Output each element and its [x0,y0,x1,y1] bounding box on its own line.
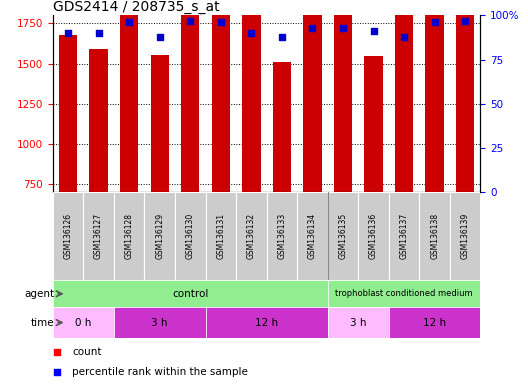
Bar [212,0,230,192]
Bar [273,62,291,192]
FancyBboxPatch shape [328,307,389,338]
Point [308,25,317,31]
Point [53,369,61,376]
FancyBboxPatch shape [83,192,114,280]
Text: GSM136139: GSM136139 [461,213,470,259]
FancyBboxPatch shape [328,192,359,280]
Text: GSM136128: GSM136128 [125,213,134,259]
FancyBboxPatch shape [53,280,328,307]
FancyBboxPatch shape [236,192,267,280]
Point [186,18,194,24]
Point [339,25,347,31]
Text: GSM136132: GSM136132 [247,213,256,259]
Text: 0 h: 0 h [75,318,91,328]
Text: 12 h: 12 h [423,318,446,328]
Point [247,30,256,36]
FancyBboxPatch shape [389,307,480,338]
FancyBboxPatch shape [205,192,236,280]
FancyBboxPatch shape [114,192,145,280]
FancyBboxPatch shape [175,192,205,280]
Point [95,30,103,36]
Text: count: count [72,347,101,357]
Bar [150,55,169,192]
Text: GDS2414 / 208735_s_at: GDS2414 / 208735_s_at [53,0,220,14]
Text: GSM136133: GSM136133 [277,213,286,259]
Text: GSM136127: GSM136127 [94,213,103,259]
FancyBboxPatch shape [419,192,450,280]
FancyBboxPatch shape [450,192,480,280]
Point [216,19,225,25]
Text: 12 h: 12 h [255,318,278,328]
Bar [59,35,77,192]
FancyBboxPatch shape [297,192,328,280]
Point [461,18,469,24]
Bar [334,8,352,192]
Text: GSM136126: GSM136126 [63,213,72,259]
Bar [426,0,444,192]
Text: GSM136137: GSM136137 [400,213,409,259]
Point [125,19,134,25]
Bar [181,0,200,192]
Point [64,30,72,36]
Text: GSM136131: GSM136131 [216,213,225,259]
Text: agent: agent [24,289,54,299]
Text: GSM136138: GSM136138 [430,213,439,259]
FancyBboxPatch shape [53,307,114,338]
Text: percentile rank within the sample: percentile rank within the sample [72,367,248,377]
Text: trophoblast conditioned medium: trophoblast conditioned medium [335,289,473,298]
Point [156,33,164,40]
Bar [89,49,108,192]
Bar [242,14,260,192]
Text: GSM136135: GSM136135 [338,213,347,259]
Point [430,19,439,25]
Text: GSM136134: GSM136134 [308,213,317,259]
FancyBboxPatch shape [389,192,419,280]
Bar [364,56,383,192]
FancyBboxPatch shape [53,192,83,280]
Bar [456,0,474,192]
FancyBboxPatch shape [145,192,175,280]
Text: GSM136130: GSM136130 [186,213,195,259]
FancyBboxPatch shape [267,192,297,280]
FancyBboxPatch shape [205,307,328,338]
Text: control: control [172,289,209,299]
Text: GSM136129: GSM136129 [155,213,164,259]
FancyBboxPatch shape [328,280,480,307]
Bar [395,0,413,192]
FancyBboxPatch shape [114,307,205,338]
Point [278,33,286,40]
Text: time: time [31,318,54,328]
Point [370,28,378,34]
Text: 3 h: 3 h [350,318,366,328]
Text: GSM136136: GSM136136 [369,213,378,259]
Point [400,33,408,40]
Bar [120,0,138,192]
Point [53,349,61,355]
Text: 3 h: 3 h [152,318,168,328]
Bar [303,0,322,192]
FancyBboxPatch shape [359,192,389,280]
